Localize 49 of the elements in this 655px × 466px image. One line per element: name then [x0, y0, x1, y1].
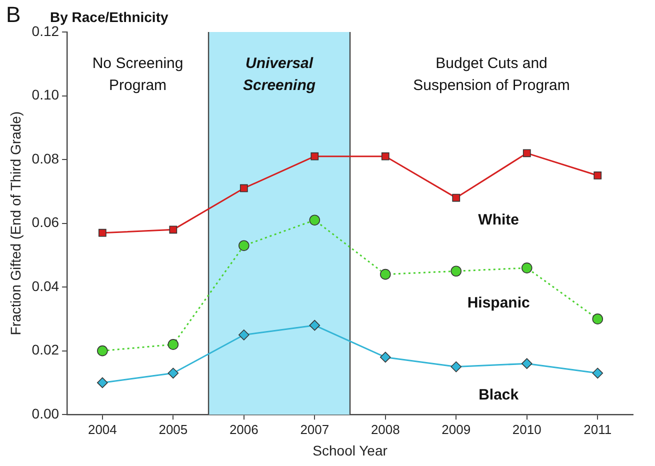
point — [522, 149, 531, 158]
point — [450, 266, 462, 277]
y-tick-label: 0.04 — [32, 278, 60, 294]
point — [310, 152, 319, 160]
point — [521, 262, 532, 274]
x-tick-label: 2009 — [442, 422, 471, 437]
point — [98, 228, 106, 237]
x-tick-label: 2007 — [300, 422, 330, 437]
point — [521, 358, 532, 369]
point — [380, 268, 391, 280]
point — [238, 329, 250, 340]
x-tick-label: 2004 — [88, 422, 117, 437]
annotation: No Screening Program — [92, 55, 184, 94]
series-label: Hispanic — [467, 294, 530, 312]
point — [97, 345, 108, 356]
x-tick-label: 2005 — [158, 422, 188, 437]
x-tick-label: 2010 — [512, 422, 542, 437]
point — [309, 320, 320, 331]
point — [168, 339, 179, 350]
text: B — [6, 2, 21, 28]
y-tick-label: 0.10 — [32, 86, 60, 103]
series-label: Black — [478, 386, 520, 404]
point — [240, 184, 248, 192]
x-tick-label: 2008 — [370, 422, 400, 437]
point — [594, 172, 602, 180]
y-tick-label: 0.08 — [32, 150, 60, 166]
point — [450, 361, 462, 372]
point — [168, 368, 179, 379]
band-label: Universal Screening — [243, 55, 316, 94]
point — [238, 240, 250, 252]
point — [592, 314, 604, 324]
y-tick-label: 0.02 — [32, 342, 60, 358]
annotation: Budget Cuts and Suspension of Program — [413, 55, 570, 94]
x-tick-label: 2011 — [584, 422, 612, 437]
point — [592, 368, 604, 379]
x-tick-label: 2006 — [229, 422, 258, 437]
point — [452, 194, 460, 202]
x-axis-title: School Year — [312, 442, 388, 458]
point — [97, 377, 108, 388]
point — [380, 352, 391, 363]
chart-title: By Race/Ethnicity — [50, 8, 168, 25]
point — [169, 226, 178, 234]
series-label: White — [478, 212, 519, 229]
y-axis-title: Fraction Gifted (End of Third Grade) — [7, 111, 24, 336]
point — [381, 152, 390, 160]
point — [309, 214, 320, 226]
y-tick-label: 0.06 — [32, 214, 60, 230]
y-tick-label: 0.12 — [32, 22, 60, 39]
y-tick-label: 0.00 — [32, 405, 60, 422]
